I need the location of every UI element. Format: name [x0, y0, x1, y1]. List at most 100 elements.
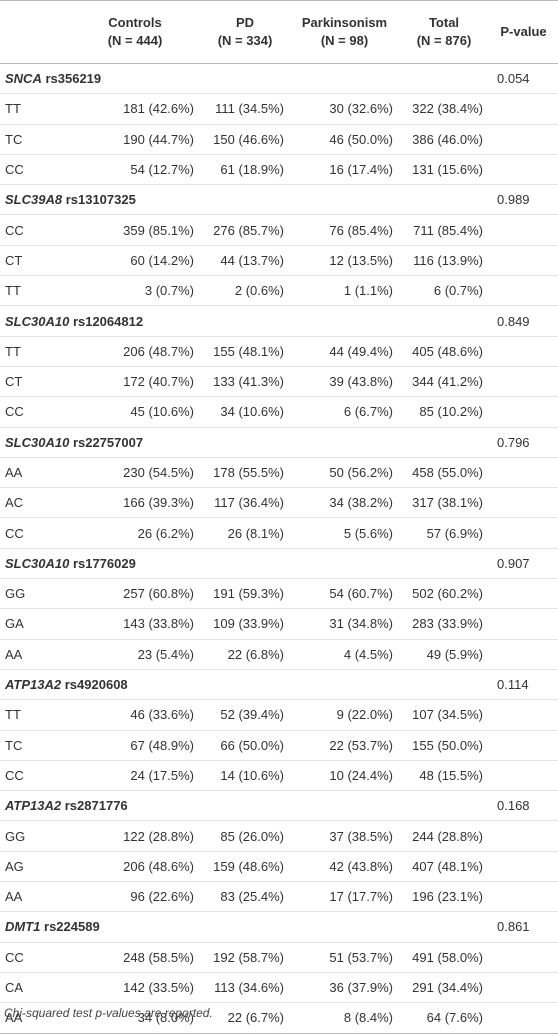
- empty-cell: [489, 760, 558, 792]
- empty-cell: [489, 366, 558, 398]
- count-cell: 178 (55.5%): [200, 457, 290, 489]
- gene-name: SNCA: [5, 71, 42, 87]
- count-cell: 12 (13.5%): [290, 245, 399, 277]
- count-cell: 117 (36.4%): [200, 487, 290, 519]
- count-cell: 76 (85.4%): [290, 214, 399, 246]
- genotype: CT: [0, 366, 70, 398]
- group-label: SNCA rs356219: [0, 63, 489, 95]
- data-row: CC 54 (12.7%) 61 (18.9%) 16 (17.4%) 131 (15.…: [0, 154, 558, 186]
- empty-cell: [489, 487, 558, 519]
- count-cell: 39 (43.8%): [290, 366, 399, 398]
- p-value: 0.861: [489, 911, 558, 943]
- header-cell: P-value: [489, 0, 558, 64]
- count-cell: 283 (33.9%): [399, 608, 489, 640]
- count-cell: 22 (6.7%): [200, 1002, 290, 1034]
- header-cell: Total (N = 876): [399, 0, 489, 64]
- count-cell: 344 (41.2%): [399, 366, 489, 398]
- group-label: SLC30A10 rs1776029: [0, 548, 489, 580]
- group-row: ATP13A2 rs4920608 0.114: [0, 669, 558, 701]
- data-row: GA 143 (33.8%) 109 (33.9%) 31 (34.8%) 283 (3…: [0, 608, 558, 640]
- data-row: GG 122 (28.8%) 85 (26.0%) 37 (38.5%) 244 (28…: [0, 820, 558, 852]
- gene-name: SLC30A10: [5, 313, 70, 329]
- empty-cell: [489, 275, 558, 307]
- group-label: SLC30A10 rs12064812: [0, 305, 489, 337]
- count-cell: 386 (46.0%): [399, 124, 489, 155]
- group-row: SLC30A10 rs22757007 0.796: [0, 427, 558, 458]
- count-cell: 276 (85.7%): [200, 214, 290, 246]
- count-cell: 96 (22.6%): [70, 881, 200, 913]
- snp-id: rs4920608: [64, 677, 128, 693]
- count-cell: 109 (33.9%): [200, 608, 290, 640]
- count-cell: 206 (48.7%): [70, 336, 200, 367]
- header-label: Parkinsonism: [301, 15, 388, 30]
- header-label: Controls: [108, 15, 162, 30]
- empty-cell: [489, 608, 558, 640]
- count-cell: 30 (32.6%): [290, 93, 399, 125]
- empty-cell: [489, 396, 558, 428]
- empty-cell: [489, 578, 558, 610]
- genotype: TT: [0, 93, 70, 125]
- genotype: AG: [0, 851, 70, 883]
- data-row: CC 248 (58.5%) 192 (58.7%) 51 (53.7%) 491 (5…: [0, 942, 558, 973]
- count-cell: 48 (15.5%): [399, 760, 489, 792]
- count-cell: 502 (60.2%): [399, 578, 489, 610]
- count-cell: 150 (46.6%): [200, 124, 290, 155]
- count-cell: 359 (85.1%): [70, 214, 200, 246]
- count-cell: 44 (49.4%): [290, 336, 399, 367]
- genotype: AA: [0, 881, 70, 913]
- group-row: SLC30A10 rs1776029 0.907: [0, 548, 558, 580]
- data-row: TC 67 (48.9%) 66 (50.0%) 22 (53.7%) 155 (50.…: [0, 730, 558, 761]
- header-blank: [0, 0, 70, 64]
- data-row: TT 181 (42.6%) 111 (34.5%) 30 (32.6%) 322 (3…: [0, 93, 558, 125]
- genotype: CC: [0, 396, 70, 428]
- empty-cell: [489, 154, 558, 186]
- count-cell: 142 (33.5%): [70, 972, 200, 1004]
- count-cell: 8 (8.4%): [290, 1002, 399, 1034]
- p-value: 0.849: [489, 305, 558, 337]
- genotype: CC: [0, 942, 70, 973]
- snp-id: rs22757007: [72, 434, 144, 450]
- header-label: PD: [235, 15, 255, 30]
- empty-cell: [489, 93, 558, 125]
- count-cell: 6 (6.7%): [290, 396, 399, 428]
- count-cell: 60 (14.2%): [70, 245, 200, 277]
- genotype: TC: [0, 730, 70, 761]
- count-cell: 66 (50.0%): [200, 730, 290, 761]
- count-cell: 83 (25.4%): [200, 881, 290, 913]
- genotype: GG: [0, 578, 70, 610]
- count-cell: 172 (40.7%): [70, 366, 200, 398]
- count-cell: 34 (10.6%): [200, 396, 290, 428]
- count-cell: 49 (5.9%): [399, 639, 489, 670]
- count-cell: 107 (34.5%): [399, 699, 489, 731]
- group-label: ATP13A2 rs2871776: [0, 790, 489, 822]
- header-label: P-value: [500, 24, 547, 39]
- header-cell: Parkinsonism (N = 98): [290, 0, 399, 64]
- snp-id: rs13107325: [65, 192, 136, 208]
- count-cell: 61 (18.9%): [200, 154, 290, 186]
- count-cell: 291 (34.4%): [399, 972, 489, 1004]
- p-value: 0.796: [489, 427, 558, 458]
- genotype: CC: [0, 517, 70, 549]
- count-cell: 54 (60.7%): [290, 578, 399, 610]
- count-cell: 230 (54.5%): [70, 457, 200, 489]
- data-row: CC 45 (10.6%) 34 (10.6%) 6 (6.7%) 85 (10.2%): [0, 396, 558, 428]
- count-cell: 405 (48.6%): [399, 336, 489, 367]
- count-cell: 45 (10.6%): [70, 396, 200, 428]
- count-cell: 166 (39.3%): [70, 487, 200, 519]
- count-cell: 192 (58.7%): [200, 942, 290, 973]
- count-cell: 711 (85.4%): [399, 214, 489, 246]
- data-row: TT 3 (0.7%) 2 (0.6%) 1 (1.1%) 6 (0.7%): [0, 275, 558, 307]
- empty-cell: [489, 820, 558, 852]
- count-cell: 322 (38.4%): [399, 93, 489, 125]
- count-cell: 131 (15.6%): [399, 154, 489, 186]
- count-cell: 116 (13.9%): [399, 245, 489, 277]
- count-cell: 50 (56.2%): [290, 457, 399, 489]
- count-cell: 52 (39.4%): [200, 699, 290, 731]
- gene-name: ATP13A2: [5, 677, 62, 693]
- header-sub: (N = 876): [416, 33, 472, 48]
- count-cell: 190 (44.7%): [70, 124, 200, 155]
- count-cell: 44 (13.7%): [200, 245, 290, 277]
- count-cell: 46 (33.6%): [70, 699, 200, 731]
- count-cell: 143 (33.8%): [70, 608, 200, 640]
